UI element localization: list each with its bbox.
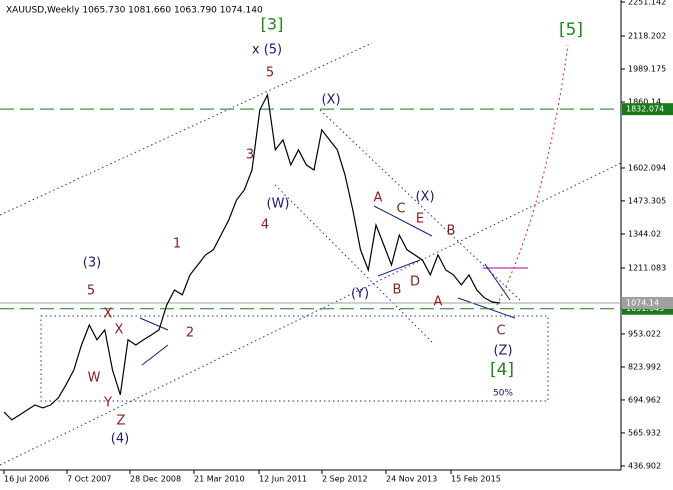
wave-label: E — [416, 212, 424, 227]
y-tick-label: 2251.142 — [628, 0, 666, 7]
y-tick-label: 953.022 — [628, 329, 661, 338]
wave-label: (4) — [111, 432, 129, 447]
x-tick-label: 16 Jul 2006 — [4, 475, 49, 484]
wave-label: Z — [117, 414, 126, 429]
wave-label: A — [434, 295, 443, 310]
projection — [496, 44, 569, 306]
y-tick-label: 1211.083 — [628, 263, 666, 272]
level-label-box — [622, 103, 673, 116]
wave-label: 5 — [266, 66, 274, 81]
x-tick-label: 15 Feb 2015 — [451, 475, 501, 484]
wave-label: 4 — [261, 218, 269, 233]
chart-title: XAUUSD,Weekly 1065.730 1081.660 1063.790… — [6, 6, 263, 16]
wave-label: 50% — [493, 389, 513, 399]
wave-label: (W) — [267, 197, 290, 212]
wave-label: X — [115, 323, 124, 338]
y-tick-label: 1344.02 — [628, 229, 661, 238]
y-tick-label: 1860.14 — [628, 97, 661, 106]
y-tick-label: 565.932 — [628, 428, 661, 437]
wave-label: x (5) — [252, 43, 282, 58]
wave-label: D — [410, 275, 420, 290]
y-tick-label: 1602.094 — [628, 163, 666, 172]
wave-label: (Z) — [493, 344, 512, 359]
y-tick-label: 1473.305 — [628, 196, 666, 205]
x-tick-label: 2 Sep 2012 — [322, 475, 368, 484]
y-tick-label: 2118.202 — [628, 32, 666, 41]
wave-label: 2 — [186, 326, 194, 341]
level-label: 1832.074 — [626, 105, 664, 114]
level-label-box — [622, 296, 673, 309]
y-tick-label: 436.902 — [628, 461, 661, 470]
wave-label: B — [393, 283, 402, 298]
level-label: 1074.14 — [626, 298, 659, 307]
wave-label: W — [88, 371, 101, 386]
wave-label: A — [374, 191, 383, 206]
wave-label: [5] — [559, 20, 583, 40]
x-tick-label: 21 Mar 2010 — [194, 475, 245, 484]
y-tick-label: 1989.175 — [628, 64, 666, 73]
price-line — [3, 92, 501, 421]
wave-label: (X) — [321, 93, 340, 108]
wave-label: 1 — [173, 237, 181, 252]
wave-label: C — [396, 202, 405, 217]
wave-label: X — [104, 307, 113, 322]
wave-label: 3 — [246, 148, 254, 163]
y-tick-label: 823.992 — [628, 362, 661, 371]
wave-label: (X) — [415, 190, 434, 205]
wave-label: (Y) — [351, 287, 369, 302]
wave-label: (3) — [83, 256, 101, 271]
x-tick-label: 12 Jun 2011 — [259, 475, 307, 484]
wave-lines — [139, 205, 516, 366]
x-tick-label: 24 Nov 2013 — [386, 475, 437, 484]
wave-label: C — [496, 324, 505, 339]
x-tick-label: 28 Dec 2008 — [130, 475, 181, 484]
wave-label: Y — [103, 396, 112, 411]
x-tick-label: 7 Oct 2007 — [67, 475, 111, 484]
wave-label: [3] — [261, 15, 284, 34]
wave-label: 5 — [87, 284, 95, 299]
wave-label: B — [447, 224, 456, 239]
y-tick-label: 694.962 — [628, 395, 661, 404]
wave-label: [4] — [490, 360, 514, 380]
